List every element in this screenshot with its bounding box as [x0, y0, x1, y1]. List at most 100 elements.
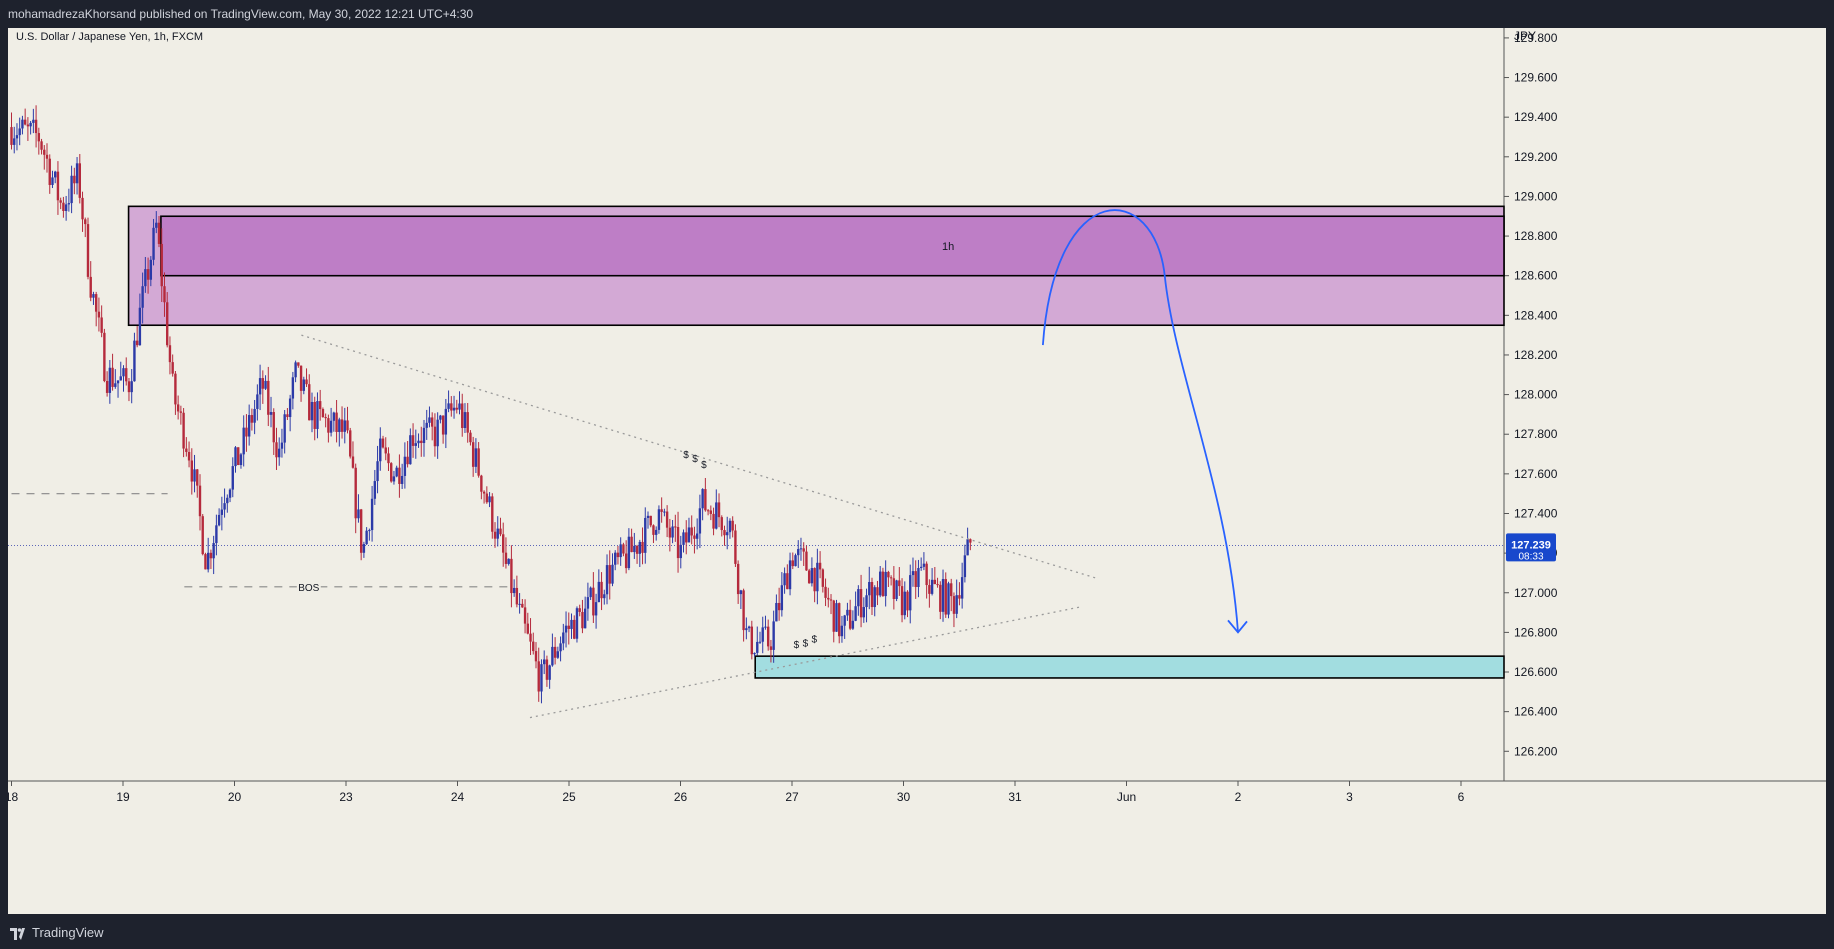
candle	[278, 449, 280, 458]
candle	[330, 421, 332, 433]
candle	[573, 620, 575, 639]
chart-title: U.S. Dollar / Japanese Yen, 1h, FXCM	[16, 31, 203, 43]
last-price-value: 127.239	[1511, 539, 1551, 551]
candle	[562, 632, 564, 643]
candle	[458, 403, 460, 409]
x-tick-label: Jun	[1117, 790, 1136, 804]
candle	[778, 603, 780, 610]
candle	[133, 341, 135, 382]
candle	[622, 544, 624, 553]
candle	[49, 159, 51, 185]
candle	[824, 587, 826, 598]
candle	[27, 125, 29, 127]
candle	[652, 525, 654, 535]
candle	[486, 494, 488, 503]
candle	[341, 419, 343, 431]
candle	[35, 120, 37, 133]
candle	[363, 544, 365, 553]
candle	[644, 518, 646, 553]
chart-frame[interactable]: 126.200 126.400 126.600 126.800 127.000 127.2…	[8, 28, 1826, 914]
candle	[245, 428, 247, 437]
candle	[884, 572, 886, 596]
candle	[305, 379, 307, 384]
candle	[822, 569, 824, 586]
candle	[677, 527, 679, 558]
candle	[423, 428, 425, 443]
candle	[248, 415, 250, 436]
candle	[895, 580, 897, 599]
candle	[125, 368, 127, 381]
candle	[352, 457, 354, 468]
candle	[152, 228, 154, 260]
candle	[619, 544, 621, 557]
y-tick-label: 128.200	[1514, 348, 1558, 362]
tradingview-logo-icon	[10, 928, 26, 940]
candle	[816, 563, 818, 591]
candle	[188, 452, 190, 461]
candle	[76, 163, 78, 183]
candle	[617, 553, 619, 557]
candle	[65, 204, 67, 211]
price-chart[interactable]: 126.200 126.400 126.600 126.800 127.000 127.2…	[8, 28, 1826, 914]
candle	[879, 572, 881, 596]
candle	[819, 563, 821, 570]
candle	[447, 403, 449, 409]
candle	[191, 460, 193, 481]
candle	[745, 628, 747, 630]
candle	[576, 608, 578, 639]
candle	[155, 223, 157, 228]
candle	[360, 509, 362, 552]
candle	[958, 595, 960, 598]
candle	[292, 377, 294, 398]
candle	[969, 539, 971, 542]
candle	[147, 269, 149, 280]
candle	[701, 489, 703, 508]
candle	[150, 260, 152, 280]
candle	[368, 530, 370, 531]
candle	[699, 508, 701, 533]
candle	[395, 468, 397, 477]
candle	[139, 308, 141, 345]
candle	[442, 416, 444, 435]
candle	[942, 579, 944, 612]
candle	[128, 381, 130, 392]
candle	[177, 404, 179, 411]
candle	[513, 588, 515, 593]
candle	[671, 526, 673, 537]
candle	[379, 439, 381, 462]
candle	[518, 604, 520, 605]
candle	[762, 627, 764, 641]
y-tick-label: 126.600	[1514, 665, 1558, 679]
candle	[87, 224, 89, 277]
candle	[327, 418, 329, 433]
x-tick-label: 31	[1008, 790, 1022, 804]
candle	[180, 411, 182, 412]
candle	[382, 439, 384, 448]
candle	[650, 516, 652, 526]
footer-brand: TradingView	[32, 925, 104, 940]
candle	[57, 172, 59, 201]
candle	[726, 532, 728, 535]
candle	[510, 559, 512, 593]
candle	[925, 564, 927, 585]
candle	[294, 362, 296, 377]
candle	[450, 403, 452, 410]
publisher-header: mohamadrezaKhorsand published on Trading…	[0, 0, 1834, 28]
y-tick-label: 126.200	[1514, 744, 1558, 758]
candle	[335, 413, 337, 432]
candle	[111, 368, 113, 387]
candle	[505, 553, 507, 564]
candle	[456, 408, 458, 410]
candle	[964, 555, 966, 577]
candle	[630, 537, 632, 552]
x-tick-label: 18	[8, 790, 18, 804]
candle	[797, 549, 799, 555]
candle	[734, 530, 736, 563]
candle	[587, 597, 589, 609]
candle	[316, 401, 318, 429]
candle	[527, 624, 529, 634]
candle	[666, 512, 668, 528]
y-tick-label: 129.000	[1514, 189, 1558, 203]
candle	[141, 286, 143, 308]
candle	[693, 535, 695, 538]
